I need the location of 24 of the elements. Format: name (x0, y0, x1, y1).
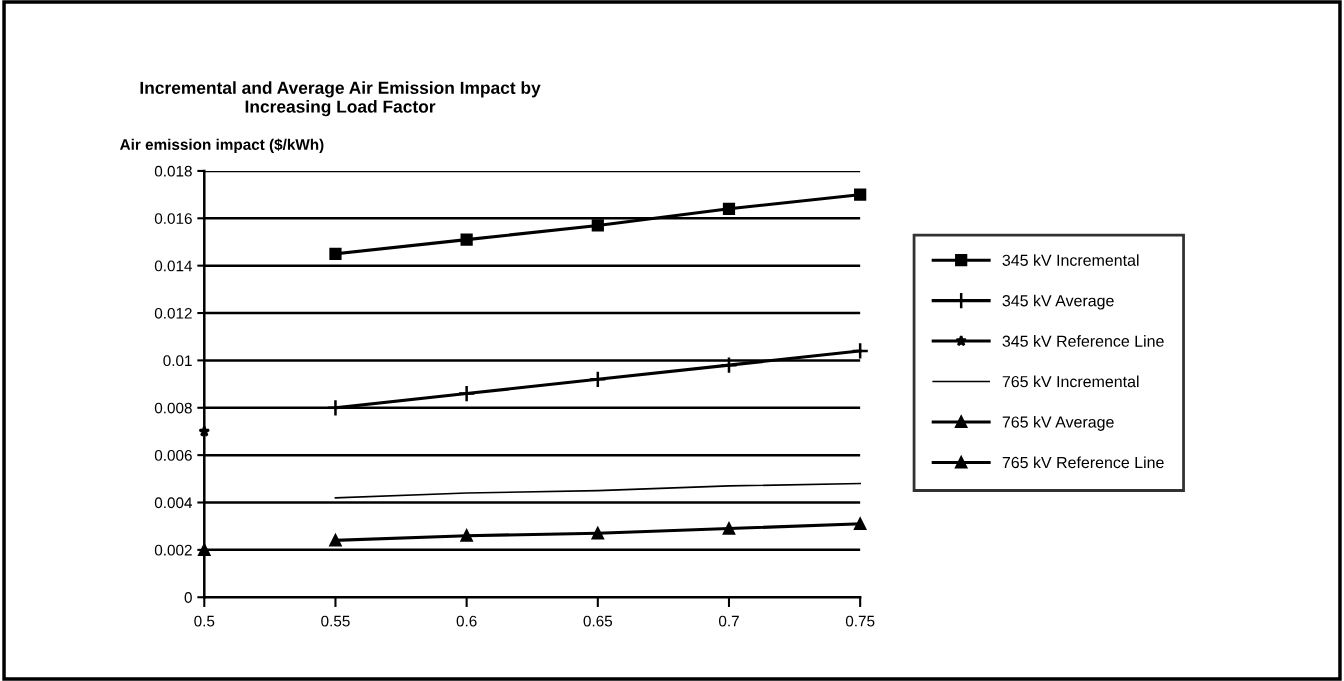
y-tick-label: 0.004 (154, 497, 193, 509)
y-tick-label: 0.002 (154, 544, 192, 556)
y-tick-label: 0.016 (154, 213, 192, 224)
y-tick-label: 0.012 (154, 307, 192, 319)
legend-label: 765 kV Reference Line (1002, 456, 1164, 469)
chart-title: Incremental and Average Air Emission Impact by Increasing Load Factor (140, 81, 541, 117)
x-tick-label: 0.75 (845, 615, 875, 627)
legend-label: 765 kV Incremental (1002, 375, 1139, 388)
y-tick-label: 0.006 (154, 450, 192, 461)
y-tick-label: 0.014 (154, 260, 193, 272)
y-tick-label: 0.01 (163, 355, 192, 367)
y-tick-label: 0.018 (154, 165, 192, 177)
legend-label: 345 kV Reference Line (1002, 335, 1164, 347)
x-tick-label: 0.5 (194, 615, 215, 627)
legend-label: 345 kV Average (1002, 294, 1114, 310)
x-tick-label: 0.65 (583, 615, 613, 627)
legend-label: 345 kV Incremental (1002, 254, 1139, 266)
x-tick-label: 0.7 (718, 615, 739, 627)
y-tick-label: 0.008 (154, 402, 192, 414)
legend-label: 765 kV Average (1002, 415, 1114, 431)
y-axis-title: Air emission impact ($/kWh) (120, 138, 324, 153)
x-tick-label: 0.55 (321, 615, 350, 627)
y-tick-label: 0 (184, 592, 192, 603)
x-tick-label: 0.6 (456, 615, 477, 627)
